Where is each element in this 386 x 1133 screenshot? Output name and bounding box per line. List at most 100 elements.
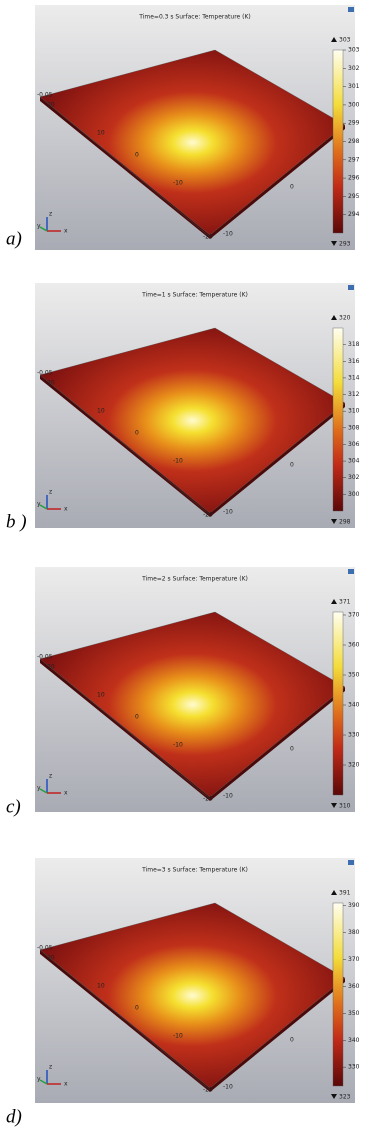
axis-tick-label: 0 bbox=[135, 1005, 139, 1012]
colorbar-tick-label: 330 bbox=[348, 1064, 360, 1071]
colorbar-tick-label: 340 bbox=[348, 702, 360, 709]
plate-surface bbox=[39, 902, 346, 1089]
panel: Time=3 s Surface: Temperature (K) -0.05 20… bbox=[35, 858, 360, 1103]
axis-tick-label: -10 bbox=[173, 742, 183, 749]
colorbar-tick-label: 302 bbox=[348, 65, 360, 72]
triad-label: x bbox=[64, 790, 68, 797]
triad-label: x bbox=[64, 228, 68, 235]
colorbar-tick-label: 303 bbox=[348, 47, 360, 54]
triad-y bbox=[39, 226, 48, 232]
axis-tick-label: -10 bbox=[173, 1033, 183, 1040]
axis-tick-label: -20 bbox=[203, 1087, 213, 1094]
min-marker bbox=[331, 519, 337, 524]
colorbar-tick-label: 298 bbox=[348, 138, 360, 145]
toolbar-icon bbox=[348, 860, 354, 865]
colorbar bbox=[332, 902, 344, 1087]
colorbar-tick-label: 370 bbox=[348, 612, 360, 619]
min-marker bbox=[331, 803, 337, 808]
axis-tick-label: 0 bbox=[290, 1037, 294, 1044]
axis-tick-label: 0 bbox=[135, 430, 139, 437]
colorbar-tick-label: 310 bbox=[348, 408, 360, 415]
panel-label: d) bbox=[6, 1106, 22, 1127]
colorbar-tick-label: 360 bbox=[348, 983, 360, 990]
colorbar-min: 323 bbox=[339, 1094, 351, 1101]
colorbar-tick-label: 300 bbox=[348, 101, 360, 108]
triad-label: y bbox=[37, 785, 41, 792]
axis-tick-label: 0 bbox=[290, 746, 294, 753]
colorbar-tick-label: 297 bbox=[348, 156, 360, 163]
max-marker bbox=[331, 890, 337, 895]
toolbar-icon bbox=[348, 569, 354, 574]
triad-label: y bbox=[37, 223, 41, 230]
triad-label: y bbox=[37, 1076, 41, 1083]
colorbar-tick-label: 294 bbox=[348, 211, 360, 218]
axis-tick-label: 20 bbox=[47, 380, 55, 387]
axis-line bbox=[39, 374, 211, 516]
triad-label: y bbox=[37, 501, 41, 508]
axis-tick-label: 10 bbox=[97, 408, 105, 415]
colorbar bbox=[332, 49, 344, 234]
plot-title: Time=3 s Surface: Temperature (K) bbox=[141, 867, 248, 874]
triad-label: z bbox=[49, 1064, 52, 1071]
colorbar-max: 371 bbox=[339, 599, 351, 606]
axis-tick-label: 10 bbox=[97, 692, 105, 699]
colorbar bbox=[332, 327, 344, 512]
colorbar-min: 293 bbox=[339, 241, 351, 248]
min-marker bbox=[331, 1094, 337, 1099]
axis-tick-label: 20 bbox=[47, 102, 55, 109]
axis-tick-label: -10 bbox=[173, 458, 183, 465]
colorbar-tick-label: 299 bbox=[348, 120, 360, 127]
axis-tick-label: -20 bbox=[203, 512, 213, 519]
colorbar-tick-label: 306 bbox=[348, 441, 360, 448]
axis-tick-label: -10 bbox=[223, 1084, 233, 1091]
colorbar-tick-label: 295 bbox=[348, 193, 360, 200]
axis-tick-label: 0 bbox=[135, 714, 139, 721]
max-marker bbox=[331, 599, 337, 604]
axis-tick-label: -0.05 bbox=[37, 654, 53, 661]
panel-label: c) bbox=[6, 796, 21, 817]
colorbar-tick-label: 340 bbox=[348, 1037, 360, 1044]
colorbar-tick-label: 390 bbox=[348, 902, 360, 909]
axis-tick-label: -0.05 bbox=[37, 92, 53, 99]
axis-line bbox=[39, 658, 211, 800]
axis-tick-label: 10 bbox=[97, 130, 105, 137]
colorbar-max: 391 bbox=[339, 890, 351, 897]
colorbar-tick-label: 370 bbox=[348, 956, 360, 963]
toolbar-icon bbox=[348, 285, 354, 290]
axis-tick-label: 0 bbox=[290, 462, 294, 469]
triad-y bbox=[39, 1079, 48, 1085]
axis-line bbox=[39, 96, 211, 238]
panel-label: b ) bbox=[6, 511, 27, 532]
plot-title: Time=0.3 s Surface: Temperature (K) bbox=[138, 14, 251, 21]
axis-tick-label: -10 bbox=[223, 509, 233, 516]
colorbar-tick-label: 304 bbox=[348, 458, 360, 465]
colorbar-tick-label: 301 bbox=[348, 83, 360, 90]
max-marker bbox=[331, 315, 337, 320]
triad-label: z bbox=[49, 489, 52, 496]
axis-line bbox=[39, 949, 211, 1091]
axis-tick-label: 20 bbox=[47, 955, 55, 962]
triad-y bbox=[39, 504, 48, 510]
axis-tick-label: -20 bbox=[203, 234, 213, 241]
colorbar-tick-label: 308 bbox=[348, 424, 360, 431]
colorbar bbox=[332, 611, 344, 796]
colorbar-tick-label: 320 bbox=[348, 762, 360, 769]
axis-tick-label: 0 bbox=[135, 152, 139, 159]
colorbar-tick-label: 316 bbox=[348, 358, 360, 365]
panel-label: a) bbox=[6, 228, 22, 249]
axis-tick-label: 0 bbox=[290, 184, 294, 191]
plate-surface bbox=[39, 49, 346, 236]
axis-tick-label: 10 bbox=[97, 983, 105, 990]
colorbar-tick-label: 296 bbox=[348, 175, 360, 182]
plot-title: Time=2 s Surface: Temperature (K) bbox=[141, 576, 248, 583]
panel: Time=2 s Surface: Temperature (K) -0.05 20… bbox=[35, 567, 360, 812]
axis-tick-label: -20 bbox=[203, 796, 213, 803]
plate-surface bbox=[39, 327, 346, 514]
triad-label: x bbox=[64, 1081, 68, 1088]
plate-surface bbox=[39, 611, 346, 798]
colorbar-min: 310 bbox=[339, 803, 351, 810]
panel: Time=0.3 s Surface: Temperature (K) -0.05… bbox=[35, 5, 360, 250]
colorbar-tick-label: 300 bbox=[348, 491, 360, 498]
axis-tick-label: -10 bbox=[223, 231, 233, 238]
